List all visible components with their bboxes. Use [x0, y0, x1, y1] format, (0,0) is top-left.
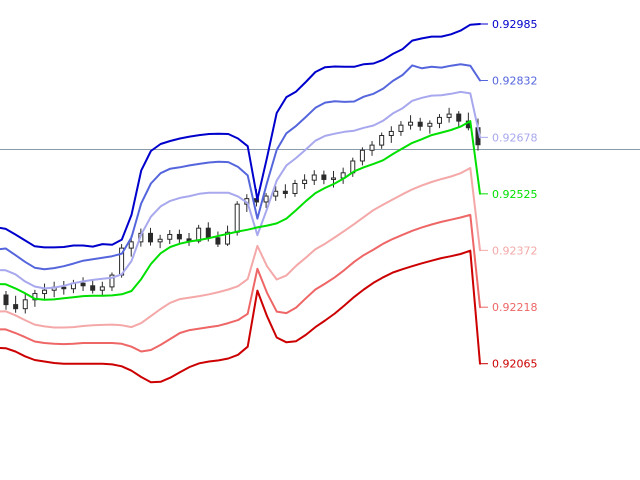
candle-body	[42, 289, 48, 295]
candle-body	[205, 227, 211, 239]
candle-body	[147, 232, 153, 243]
band-value-label: 0.92985	[492, 18, 538, 31]
candle	[51, 281, 57, 298]
candle	[436, 114, 442, 129]
candle-body	[302, 179, 308, 185]
band-value-label: 0.92372	[492, 244, 538, 257]
candle	[109, 272, 115, 291]
candle-body	[359, 149, 365, 162]
candle	[398, 121, 404, 136]
candle	[80, 277, 86, 291]
candle-body	[80, 282, 86, 287]
candle	[225, 225, 231, 246]
candle	[282, 184, 288, 199]
candle-body	[379, 135, 385, 146]
candle	[22, 293, 28, 314]
candle	[446, 107, 452, 123]
candle-body	[225, 231, 231, 245]
candle	[176, 229, 182, 243]
candle	[321, 170, 327, 185]
candle-body	[128, 241, 134, 249]
candle-body	[311, 174, 317, 181]
candle-body	[167, 233, 173, 240]
candle	[427, 120, 433, 134]
candle-body	[321, 174, 327, 180]
candle-body	[263, 195, 269, 203]
candle	[369, 141, 375, 156]
band-value-label: 0.92832	[492, 74, 538, 87]
candle	[99, 281, 105, 296]
candle	[273, 186, 279, 201]
candle-body	[109, 274, 115, 288]
candle-body	[99, 286, 105, 291]
candle-body	[398, 124, 404, 132]
band-line-7	[0, 249, 481, 384]
band-line-4	[0, 120, 481, 301]
candle	[42, 283, 48, 300]
candle	[388, 126, 394, 143]
band-line-2	[0, 63, 481, 271]
candle-body	[176, 233, 182, 240]
band-value-label: 0.92525	[492, 188, 538, 201]
band-line-1	[0, 23, 481, 249]
candle	[215, 231, 221, 248]
band-line-6	[0, 213, 481, 353]
candle	[456, 111, 462, 128]
candle-body	[3, 294, 9, 306]
candle-body	[331, 177, 337, 180]
band-line-3	[0, 90, 481, 290]
candle	[263, 193, 269, 208]
candle-body	[282, 190, 288, 194]
band-value-label: 0.92678	[492, 131, 538, 144]
candle-body	[157, 238, 163, 243]
candle-body	[436, 116, 442, 124]
candle-body	[292, 183, 298, 194]
candle	[13, 295, 19, 313]
candle-body	[417, 121, 423, 127]
candle	[186, 232, 192, 246]
candle-body	[408, 121, 414, 126]
candle-body	[22, 299, 28, 310]
candle	[167, 230, 173, 245]
candle	[157, 234, 163, 249]
candle-body	[456, 113, 462, 122]
candle	[147, 227, 153, 246]
band-lines-group	[0, 23, 481, 384]
band-line-5	[0, 167, 481, 329]
candle-body	[388, 130, 394, 137]
candle	[292, 179, 298, 197]
candle-body	[234, 203, 240, 233]
candle-body	[369, 144, 375, 151]
candle	[302, 174, 308, 190]
candle	[359, 147, 365, 166]
candle-body	[61, 286, 67, 290]
candle	[61, 280, 67, 295]
candle-body	[215, 237, 221, 245]
candle-body	[427, 122, 433, 127]
candle	[408, 115, 414, 130]
band-labels-group: 0.92985 0.92832 0.92678 0.92525 0.92372 0.922…	[480, 18, 538, 371]
candle-body	[446, 113, 452, 118]
candle	[379, 132, 385, 149]
candle	[417, 117, 423, 131]
candle	[3, 290, 9, 310]
candle-body	[90, 285, 96, 291]
band-value-label: 0.92218	[492, 301, 538, 314]
candle	[311, 170, 317, 185]
candle	[70, 279, 76, 294]
band-value-label: 0.92065	[492, 358, 538, 371]
candle-body	[273, 190, 279, 197]
candle	[340, 167, 346, 184]
candle-body	[13, 304, 19, 310]
candle	[90, 279, 96, 294]
